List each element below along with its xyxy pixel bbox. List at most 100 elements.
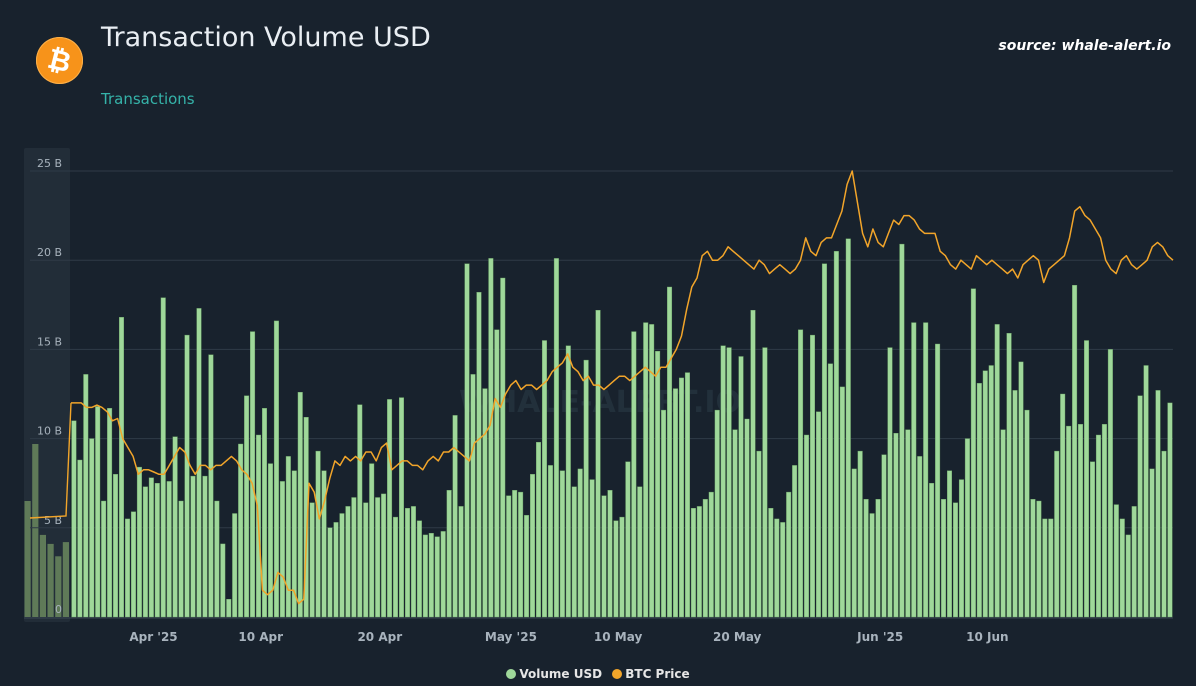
volume-bar <box>464 263 470 618</box>
volume-bar <box>589 479 595 618</box>
chart-title: Transaction Volume USD <box>101 22 431 53</box>
volume-bar <box>851 468 857 618</box>
volume-bar <box>125 518 130 618</box>
volume-bar <box>726 347 732 618</box>
legend-item-price[interactable]: BTC Price <box>612 667 690 681</box>
volume-bar <box>953 502 958 618</box>
volume-bar <box>518 491 524 618</box>
volume-bar <box>1095 434 1101 618</box>
legend-price-label: BTC Price <box>625 667 690 681</box>
volume-bar <box>708 491 714 618</box>
volume-bar <box>601 495 607 618</box>
volume-bar <box>958 479 964 618</box>
y-tick-label: 20 B <box>37 246 62 259</box>
volume-bar <box>947 470 952 618</box>
volume-bar <box>941 499 947 618</box>
chart-subtitle-link[interactable]: Transactions <box>101 90 195 108</box>
volume-bar <box>738 356 744 618</box>
volume-bar <box>226 599 232 618</box>
volume-bar <box>857 450 863 618</box>
volume-bar <box>821 263 827 618</box>
volume-bar <box>1036 500 1042 618</box>
navigator-bar <box>32 444 39 617</box>
volume-bar <box>1012 390 1018 618</box>
volume-bar <box>434 536 440 618</box>
volume-bar <box>375 497 381 618</box>
volume-bar <box>142 486 148 618</box>
legend-volume-label: Volume USD <box>519 667 603 681</box>
volume-bar <box>393 516 399 618</box>
volume-bar <box>964 438 970 618</box>
volume-bar <box>935 343 941 618</box>
volume-bar <box>869 513 875 618</box>
volume-bar <box>107 408 113 618</box>
volume-bar <box>732 429 738 618</box>
volume-bar <box>970 288 976 618</box>
volume-bar <box>804 434 810 618</box>
volume-bar <box>1143 365 1149 618</box>
volume-bar <box>982 370 988 618</box>
volume-bar <box>184 334 190 618</box>
volume-bar <box>1060 393 1066 618</box>
volume-bar <box>315 450 321 618</box>
volume-bar <box>1030 499 1036 618</box>
volume-bar <box>357 404 363 618</box>
legend-item-volume[interactable]: Volume USD <box>506 667 602 681</box>
volume-bar <box>929 483 935 618</box>
legend: Volume USD BTC Price <box>0 667 1196 682</box>
volume-bar <box>643 322 649 618</box>
volume-bar <box>273 320 279 618</box>
volume-bar <box>905 429 911 618</box>
x-tick-label: Apr '25 <box>129 630 177 644</box>
source-label: source: whale-alert.io <box>998 38 1171 54</box>
volume-bar <box>494 329 500 618</box>
volume-bar <box>1054 450 1060 618</box>
volume-bar <box>547 465 553 618</box>
volume-bar <box>416 520 422 618</box>
volume-bar <box>923 322 929 618</box>
volume-bar <box>470 374 476 618</box>
volume-bar <box>250 331 256 618</box>
volume-bar <box>381 493 387 618</box>
volume-bar <box>994 324 1000 618</box>
volume-bar <box>827 363 833 618</box>
volume-bar <box>279 481 285 618</box>
volume-bar <box>345 506 351 618</box>
volume-bar <box>762 347 768 618</box>
volume-bar <box>369 463 375 618</box>
volume-bar <box>202 475 208 618</box>
navigator-bar <box>24 501 31 617</box>
volume-bar <box>291 470 297 618</box>
volume-bar <box>571 486 577 618</box>
volume-bar <box>1107 349 1113 618</box>
volume-bar <box>488 258 494 618</box>
volume-bar <box>696 506 702 618</box>
volume-bar <box>452 415 458 618</box>
volume-bar <box>714 409 720 618</box>
volume-bar <box>297 392 303 618</box>
volume-bar <box>285 456 291 618</box>
volume-bar <box>77 459 83 618</box>
volume-bar <box>649 324 655 618</box>
volume-bar <box>422 534 428 618</box>
volume-bar <box>303 417 309 618</box>
volume-bar <box>363 502 369 618</box>
volume-bar <box>113 474 119 618</box>
y-tick-label: 0 <box>55 603 62 616</box>
volume-bar <box>661 409 667 618</box>
volume-bar <box>810 334 815 618</box>
legend-volume-swatch <box>506 669 517 679</box>
volume-bar <box>321 470 327 618</box>
volume-bar <box>863 499 869 618</box>
volume-bar <box>625 461 631 618</box>
volume-bar <box>750 310 756 618</box>
legend-price-swatch <box>612 669 623 679</box>
volume-bar <box>720 345 726 618</box>
volume-bar <box>524 515 530 618</box>
volume-bar <box>399 397 404 618</box>
volume-bar <box>607 490 613 618</box>
volume-bar <box>565 345 571 618</box>
volume-bar <box>613 520 619 618</box>
volume-bar <box>774 518 780 618</box>
